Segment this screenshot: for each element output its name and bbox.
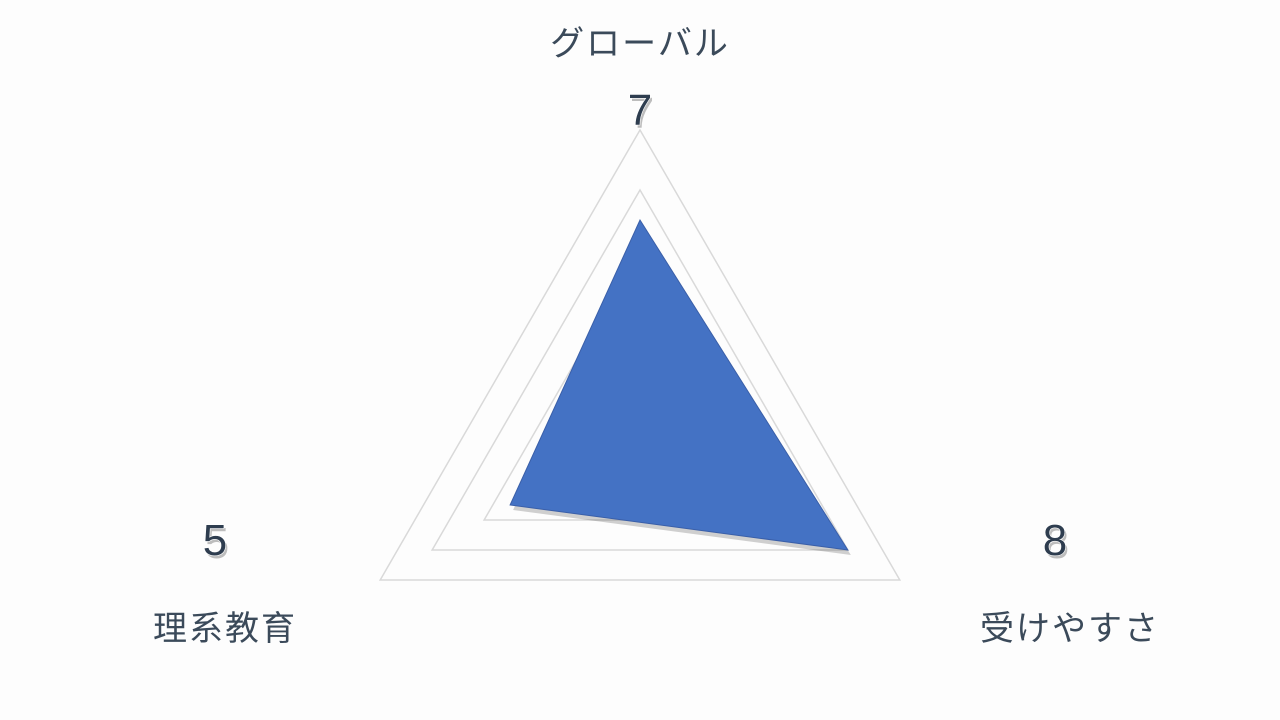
axis-value: 7 (628, 86, 652, 135)
axis-value: 5 (203, 516, 227, 565)
data-polygon (510, 220, 848, 550)
radar-chart: 77グローバル88受けやすさ55理系教育 (0, 0, 1280, 720)
axis-label: 受けやすさ (980, 610, 1160, 648)
axis-label: グローバル (550, 25, 730, 63)
axis-value: 8 (1043, 516, 1067, 565)
axis-label: 理系教育 (153, 610, 297, 648)
